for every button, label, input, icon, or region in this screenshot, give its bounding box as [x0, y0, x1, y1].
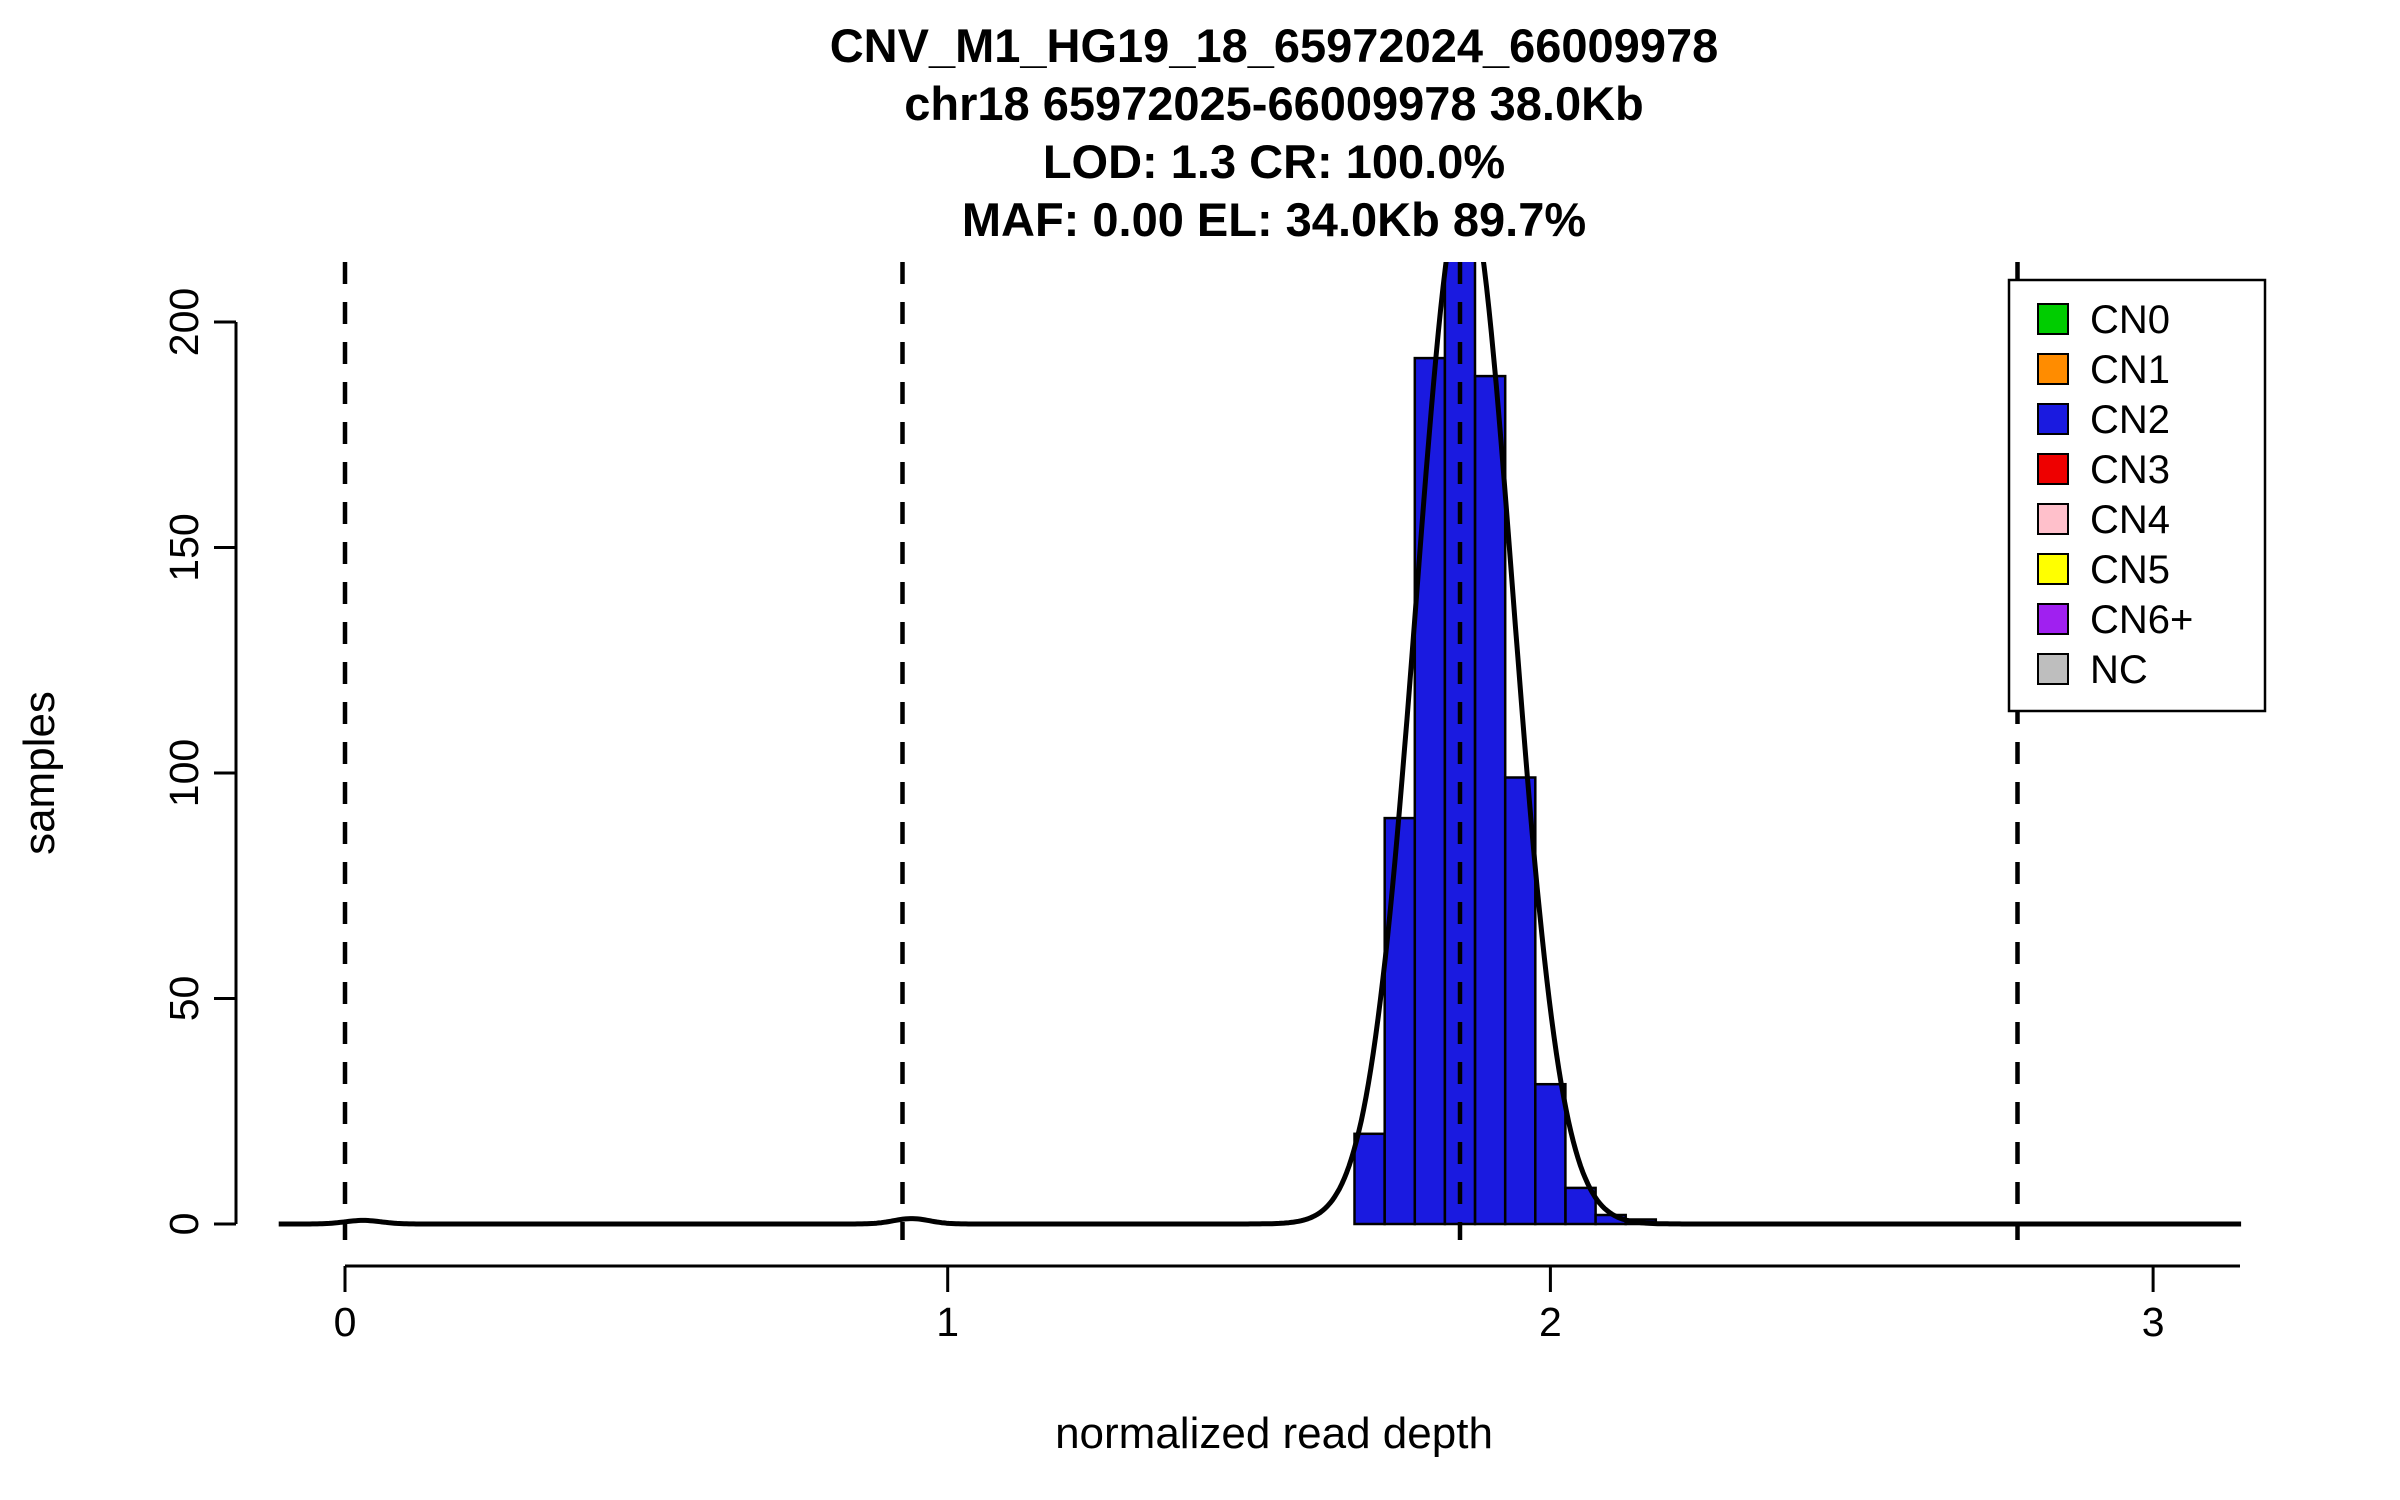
x-tick-label: 0	[334, 1299, 357, 1345]
plot-area: 0 50 100 150 200 0 1 2 3 CN0 CN1 CN2 CN3 CN4 CN5 CN6+ NC	[161, 262, 2267, 1345]
density-curve-path	[278, 262, 2242, 1227]
chart-title-line-4: MAF: 0.00 EL: 34.0Kb 89.7%	[962, 193, 1586, 246]
histogram-bar	[1353, 1132, 1386, 1226]
chart-title: CNV_M1_HG19_18_65972024_66009978 chr18 6…	[830, 19, 1719, 246]
legend: CN0 CN1 CN2 CN3 CN4 CN5 CN6+ NC	[2007, 278, 2267, 713]
x-axis: 0 1 2 3	[334, 1264, 2240, 1345]
legend-swatch-cn0	[2037, 303, 2069, 335]
y-tick-label: 50	[161, 976, 207, 1022]
legend-swatch-cn2	[2037, 403, 2069, 435]
legend-item: NC	[2037, 648, 2148, 692]
legend-swatch-nc	[2037, 653, 2069, 685]
chart-title-line-2: chr18 65972025-66009978 38.0Kb	[904, 77, 1644, 130]
legend-swatch-cn4	[2037, 503, 2069, 535]
cluster-mean-lines	[342, 262, 2020, 1240]
legend-box	[2007, 278, 2267, 713]
chart-title-line-1: CNV_M1_HG19_18_65972024_66009978	[830, 19, 1719, 72]
y-tick-label: 0	[161, 1213, 207, 1236]
legend-label: CN0	[2090, 298, 2170, 342]
chart-title-line-3: LOD: 1.3 CR: 100.0%	[1043, 135, 1505, 188]
legend-swatch-cn3	[2037, 453, 2069, 485]
legend-swatch-cn1	[2037, 353, 2069, 385]
histogram-bar	[1564, 1186, 1597, 1226]
legend-swatch-cn6plus	[2037, 603, 2069, 635]
x-tick-label: 3	[2142, 1299, 2165, 1345]
x-axis-label: normalized read depth	[1055, 1409, 1493, 1458]
legend-label: CN5	[2090, 548, 2170, 592]
histogram-bar	[1413, 356, 1447, 1226]
histogram-bars	[1353, 262, 1658, 1226]
y-axis: 0 50 100 150 200	[161, 288, 238, 1236]
histogram-bar	[1503, 776, 1537, 1226]
legend-label: CN1	[2090, 348, 2170, 392]
legend-label: CN3	[2090, 448, 2170, 492]
legend-item: CN4	[2037, 498, 2170, 542]
legend-label: CN4	[2090, 498, 2170, 542]
legend-item: CN2	[2037, 398, 2170, 442]
y-axis-label: samples	[15, 691, 64, 855]
y-tick-label: 200	[161, 288, 207, 356]
legend-label: CN2	[2090, 398, 2170, 442]
legend-label: NC	[2090, 648, 2148, 692]
legend-label: CN6+	[2090, 598, 2193, 642]
x-tick-label: 2	[1539, 1299, 1562, 1345]
histogram-bar	[1534, 1082, 1567, 1226]
y-tick-label: 100	[161, 739, 207, 807]
density-curve	[278, 262, 2242, 1227]
legend-item: CN5	[2037, 548, 2170, 592]
y-tick-label: 150	[161, 513, 207, 581]
legend-swatch-cn5	[2037, 553, 2069, 585]
legend-item: CN0	[2037, 298, 2170, 342]
histogram-bar	[1473, 374, 1507, 1226]
x-tick-label: 1	[936, 1299, 959, 1345]
legend-item: CN6+	[2037, 598, 2193, 642]
histogram-bar	[1383, 816, 1417, 1226]
legend-item: CN1	[2037, 348, 2170, 392]
legend-item: CN3	[2037, 448, 2170, 492]
